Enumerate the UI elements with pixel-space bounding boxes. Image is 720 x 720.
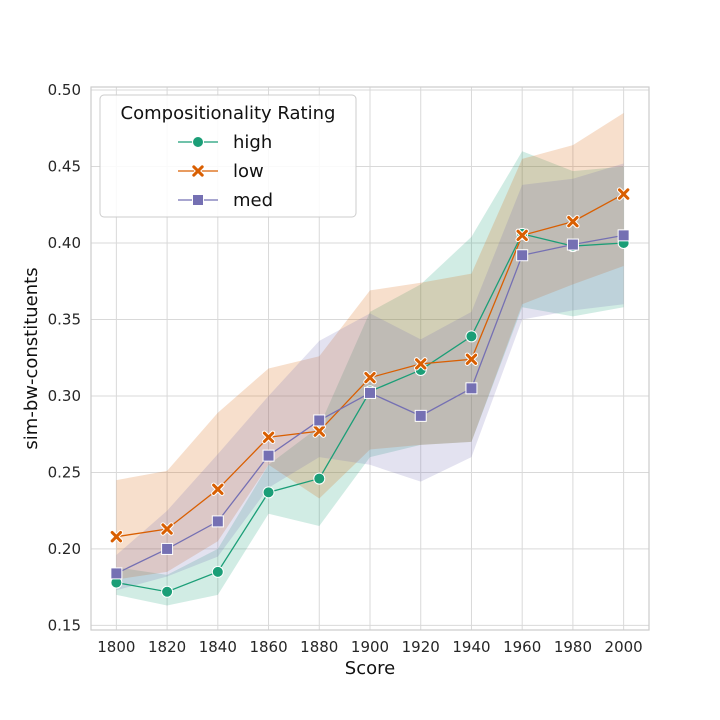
legend-label-low: low [233, 161, 264, 182]
data-point-med [262, 449, 275, 462]
data-point-low [414, 357, 428, 371]
legend-item-high: high [178, 132, 272, 153]
data-point-low [363, 370, 377, 385]
legend-marker-low [191, 164, 205, 178]
data-point-low [109, 529, 124, 544]
legend-box [99, 94, 357, 218]
legend: Compositionality Rating high low med [99, 94, 357, 218]
legend-marker-med [192, 194, 204, 206]
x-tick-label: 1960 [503, 638, 541, 656]
y-tick-label: 0.20 [48, 540, 81, 558]
legend-title: Compositionality Rating [121, 103, 336, 124]
data-point-high [262, 486, 275, 499]
y-tick-label: 0.15 [48, 616, 81, 634]
legend-items: high low med [178, 132, 273, 211]
x-tick-label: 1880 [300, 638, 338, 656]
y-tick-label: 0.45 [48, 158, 81, 176]
data-point-high [465, 330, 478, 343]
x-tick-label: 1920 [402, 638, 440, 656]
x-tick-label: 1860 [249, 638, 287, 656]
x-tick-label: 2000 [605, 638, 643, 656]
data-point-low [616, 187, 631, 201]
data-point-low [160, 522, 174, 536]
data-point-med [364, 386, 376, 399]
data-point-med [110, 567, 123, 580]
legend-item-low: low [178, 161, 264, 182]
data-point-low [312, 424, 326, 438]
y-tick-label: 0.30 [48, 387, 81, 405]
data-point-med [617, 229, 630, 242]
y-tick-labels: 0.15 0.20 0.25 0.30 0.35 0.40 0.45 0.50 [48, 81, 81, 634]
legend-label-med: med [233, 190, 273, 211]
legend-item-med: med [178, 190, 273, 211]
data-point-med [465, 382, 478, 395]
x-tick-label: 1800 [97, 638, 135, 656]
data-point-low [566, 214, 580, 229]
plot-frame [90, 86, 650, 631]
y-tick-label: 0.35 [48, 310, 81, 328]
x-tick-label: 1820 [148, 638, 186, 656]
data-point-med [516, 249, 529, 262]
data-point-low [515, 228, 529, 243]
y-tick-label: 0.50 [48, 81, 81, 99]
x-tick-label: 1980 [554, 638, 592, 656]
data-point-med [313, 414, 326, 427]
series-markers [109, 187, 631, 598]
y-tick-label: 0.40 [48, 234, 81, 252]
data-point-med [414, 409, 427, 422]
data-point-med [161, 542, 174, 555]
data-point-low [261, 430, 276, 444]
x-tick-label: 1900 [351, 638, 389, 656]
x-tick-label: 1840 [199, 638, 237, 656]
data-point-low [464, 352, 479, 366]
data-point-low [211, 482, 225, 496]
y-tick-label: 0.25 [48, 463, 81, 481]
data-point-med [211, 515, 224, 528]
data-point-high [211, 565, 224, 578]
data-point-high [161, 585, 174, 598]
y-axis-title: sim-bw-constituents [21, 267, 42, 449]
data-point-high [313, 472, 326, 485]
data-point-med [566, 238, 579, 251]
x-tick-labels: 1800 1820 1840 1860 1880 1900 1920 1940 1960 1980… [97, 638, 642, 656]
legend-label-high: high [233, 132, 272, 153]
x-axis-title: Score [345, 658, 395, 679]
x-tick-label: 1940 [452, 638, 490, 656]
legend-marker-high [192, 136, 204, 148]
